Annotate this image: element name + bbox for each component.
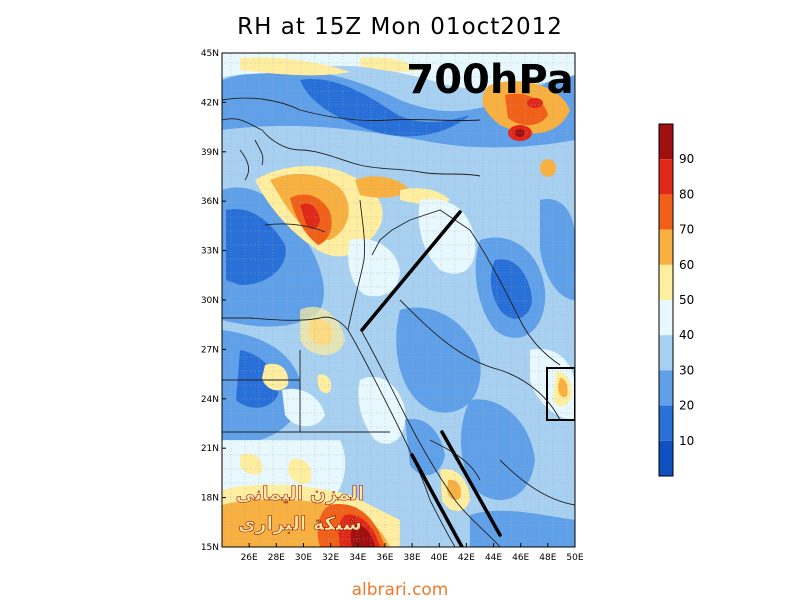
legend-frame [658,123,674,477]
legend-label: 60 [679,258,694,272]
legend-swatch [659,370,673,406]
legend-label: 30 [679,363,694,377]
lon-tick-label: 48E [539,553,556,563]
legend-swatch [659,124,673,160]
legend-swatch [659,335,673,371]
lat-tick-label: 30N [201,296,219,306]
legend-label: 50 [679,293,694,307]
legend-label: 80 [679,187,694,201]
lon-tick-label: 46E [512,553,529,563]
legend-swatch [659,159,673,195]
lon-tick-label: 26E [241,553,258,563]
lon-tick-label: 32E [322,553,339,563]
lat-tick-label: 36N [201,197,219,207]
legend-label: 90 [679,152,694,166]
legend-swatch [659,264,673,300]
legend-label: 20 [679,399,694,413]
lon-tick-label: 34E [349,553,366,563]
lon-tick-label: 30E [295,553,312,563]
legend-swatch [659,300,673,336]
level-label: 700hPa [406,57,573,103]
lon-tick-label: 38E [404,553,421,563]
lat-tick-label: 33N [201,247,219,257]
legend-swatch [659,405,673,441]
chart-title: RH at 15Z Mon 01oct2012 [237,14,563,40]
legend-label: 70 [679,223,694,237]
lon-tick-label: 28E [268,553,285,563]
lat-tick-label: 24N [201,395,219,405]
lat-tick-label: 42N [201,98,219,108]
rh-field [222,53,575,547]
lat-tick-label: 18N [201,494,219,504]
lat-tick-label: 39N [201,148,219,158]
legend-label: 10 [679,434,694,448]
highlight-box [546,367,575,421]
coastlines [222,97,575,547]
lon-tick-label: 44E [485,553,502,563]
watermark-line2: شبكة البرارى [238,513,362,535]
lon-tick-label: 50E [566,553,583,563]
lat-tick-label: 15N [201,543,219,553]
legend-swatch [659,440,673,476]
axis-lines [360,210,502,547]
watermark-line1: المزن اليمانى [236,483,365,505]
axis-ticks: 45N 42N 39N 36N 33N 30N 27N 24N 21N 18N 15N 26E 28E 3… [201,49,584,563]
legend-label: 40 [679,328,694,342]
lon-tick-label: 42E [458,553,475,563]
lat-tick-label: 27N [201,345,219,355]
lon-tick-label: 40E [431,553,448,563]
lat-tick-label: 45N [201,49,219,59]
lat-tick-label: 21N [201,444,219,454]
footer-site: albrari.com [351,580,449,600]
lon-tick-label: 36E [376,553,393,563]
color-legend: 90 80 70 60 50 40 30 20 10 [658,123,694,477]
legend-swatch [659,229,673,265]
legend-swatch [659,194,673,230]
